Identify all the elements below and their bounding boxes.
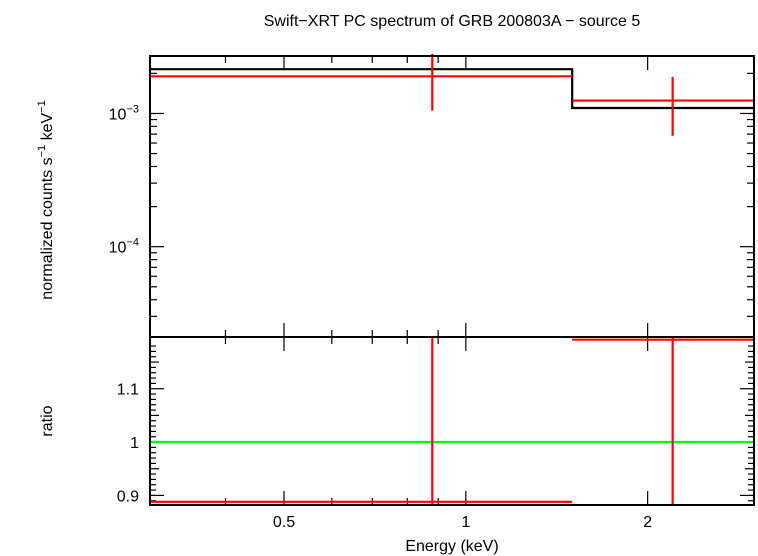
model-step — [150, 68, 754, 110]
x-tick-label: 2 — [643, 514, 652, 531]
bottom-y-tick-label: 1.1 — [117, 382, 139, 399]
x-tick-label: 0.5 — [273, 514, 295, 531]
x-axis-label: Energy (keV) — [405, 538, 498, 555]
top-panel-ticks — [150, 56, 754, 337]
model-step-line — [150, 68, 754, 110]
bottom-panel: 0.9 1 1.1 0.5 1 2 ratio Energy (keV) — [39, 336, 755, 555]
top-y-axis-label: normalized counts s−1 keV−1 — [36, 100, 56, 299]
top-panel-frame — [149, 55, 755, 338]
bottom-y-axis-label: ratio — [39, 405, 56, 436]
ratio-points — [150, 337, 754, 505]
x-tick-labels: 0.5 1 2 — [273, 514, 652, 531]
bottom-y-tick-labels: 0.9 1 1.1 — [117, 382, 139, 506]
ratio-point — [572, 337, 754, 505]
data-points — [150, 53, 754, 136]
data-point — [572, 76, 754, 136]
top-y-tick-labels: 10−3 10−4 — [109, 103, 139, 256]
x-tick-label: 1 — [461, 514, 470, 531]
bottom-y-tick-label: 1 — [130, 435, 139, 452]
top-panel: 10−3 10−4 normalized counts s−1 keV−1 — [36, 53, 755, 338]
bottom-panel-frame — [149, 336, 755, 506]
top-y-tick-label: 10−4 — [109, 237, 139, 257]
ratio-point — [150, 337, 573, 505]
top-y-tick-label: 10−3 — [109, 103, 139, 123]
chart-title: Swift−XRT PC spectrum of GRB 200803A − s… — [264, 13, 641, 30]
bottom-panel-ticks — [150, 337, 754, 505]
data-point — [150, 53, 573, 111]
bottom-y-tick-label: 0.9 — [117, 488, 139, 505]
